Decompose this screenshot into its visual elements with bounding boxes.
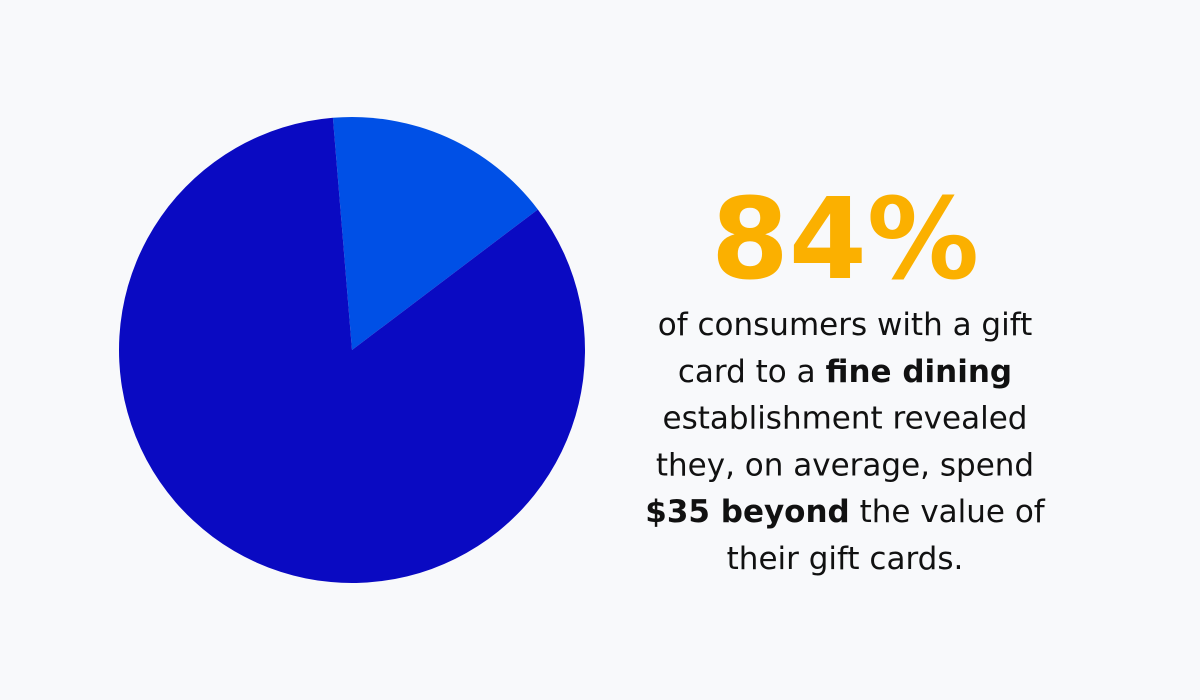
caption-line: card to a fine dining [678, 354, 1012, 390]
caption-run: they, on average, spend [656, 447, 1034, 483]
caption-line: they, on average, spend [656, 447, 1034, 483]
caption-line: establishment revealed [663, 401, 1028, 437]
caption-run: the value of [850, 494, 1046, 530]
caption-run: fine dining [825, 354, 1012, 390]
caption-line: their gift cards. [727, 541, 964, 577]
pie-slice [118, 117, 585, 584]
caption-run: $35 beyond [645, 494, 849, 530]
caption-line: of consumers with a gift [658, 307, 1033, 343]
pie-slice [332, 117, 538, 350]
headline-value: 84% [711, 175, 979, 305]
caption-run: establishment revealed [663, 401, 1028, 437]
caption-line: $35 beyond the value of [645, 494, 1046, 530]
caption-run: card to a [678, 354, 826, 390]
caption-run: of consumers with a gift [658, 307, 1033, 343]
caption-run: their gift cards. [727, 541, 964, 577]
